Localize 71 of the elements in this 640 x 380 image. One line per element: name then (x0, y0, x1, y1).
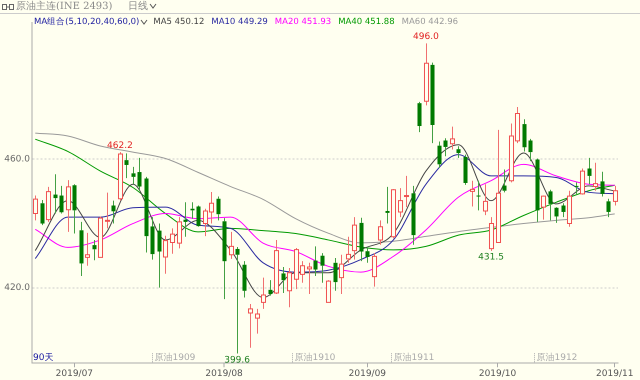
text: MA5 450.12 (153, 17, 204, 27)
candlestick (411, 185, 416, 246)
candlestick (476, 180, 481, 211)
candlestick (40, 200, 45, 226)
x-tick-label: 2019/11 (596, 368, 634, 379)
candlestick (53, 174, 58, 214)
candlestick (222, 218, 227, 300)
candlestick (333, 257, 338, 292)
candlestick (359, 217, 364, 262)
x-tick-label: 2019/09 (348, 368, 386, 379)
candlestick (554, 208, 559, 224)
candlestick (437, 140, 442, 168)
annotation: 496.0 (413, 32, 440, 42)
candlestick (456, 146, 461, 158)
candlestick (574, 182, 579, 194)
annotation: 原油1912 (536, 352, 578, 364)
annotation: 原油1910 (294, 352, 336, 364)
candlestick (137, 157, 142, 192)
candlestick (242, 260, 247, 298)
text: MA20 451.93 (274, 17, 332, 27)
annotation: 原油1909 (154, 352, 196, 364)
chart-subtitle: 日线 (128, 1, 148, 12)
annotation: 399.6 (224, 355, 250, 366)
candlestick (313, 246, 318, 276)
candlestick (124, 152, 129, 179)
candlestick (59, 185, 64, 214)
y-tick-label: 420.0 (4, 283, 30, 294)
candlestick (320, 252, 325, 284)
candlestick (235, 246, 240, 354)
text: MA10 449.29 (211, 17, 268, 27)
annotation: 431.5 (478, 252, 504, 263)
candlestick (150, 216, 155, 260)
candlestick (443, 138, 448, 157)
annotation: 462.2 (107, 140, 133, 151)
candlestick (587, 157, 592, 185)
candlestick (535, 158, 540, 222)
annotation: 原油1911 (394, 352, 434, 364)
candlestick (385, 186, 390, 224)
x-tick-label: 2019/08 (205, 368, 244, 379)
chart-title: 原油主连(INE 2493) (16, 0, 112, 13)
candlestick (522, 118, 527, 152)
candlestick (216, 196, 221, 221)
candlestick (131, 166, 136, 185)
x-tick-label: 2019/07 (56, 368, 94, 379)
text: MA40 451.88 (338, 17, 395, 27)
annotation: 90天 (33, 352, 54, 364)
candlestick (196, 205, 201, 226)
candlestick (528, 138, 533, 162)
candlestick (79, 221, 84, 276)
candlestick (502, 168, 507, 193)
candlestick (365, 246, 370, 264)
candlestick (430, 62, 435, 144)
candlestick (144, 176, 149, 253)
candlestick (561, 202, 566, 218)
legend-title: MA组合(5,10,20,40,60,0) (34, 17, 140, 27)
candlestick (600, 171, 605, 197)
candlestick (157, 223, 162, 288)
candlestick (72, 184, 77, 234)
x-tick-label: 2019/10 (478, 368, 517, 379)
text: MA60 442.96 (402, 17, 458, 27)
candlestick (190, 202, 195, 220)
candlestick (281, 266, 286, 294)
candlestick (606, 198, 611, 218)
candlestick (92, 239, 97, 261)
candlestick (183, 202, 188, 238)
candlestick (268, 280, 273, 296)
candlestick (463, 154, 468, 186)
candlestick (111, 200, 116, 224)
candlestick (417, 101, 422, 133)
y-tick-label: 460.0 (4, 154, 30, 165)
candlestick (548, 189, 553, 221)
